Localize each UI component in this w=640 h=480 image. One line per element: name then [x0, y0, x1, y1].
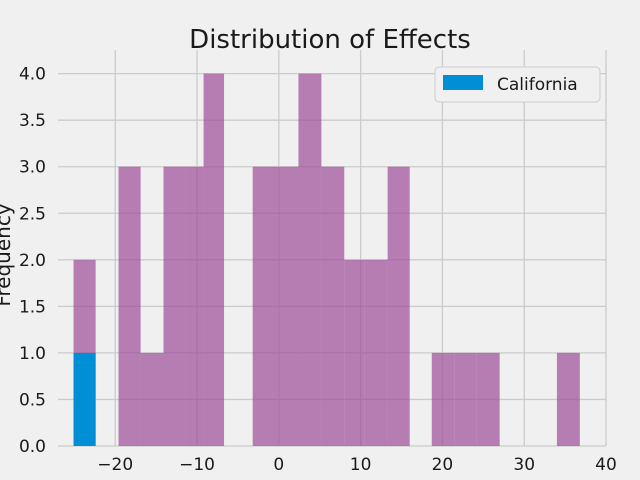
legend: California: [434, 66, 601, 103]
x-tick-label: −10: [179, 455, 215, 475]
histogram-bar: [387, 166, 410, 446]
histogram-bar: [203, 73, 225, 446]
histogram-bar: [278, 166, 299, 446]
histogram-bar: [321, 166, 345, 446]
y-tick-label: 1.0: [19, 344, 46, 364]
histogram-bar: [298, 73, 322, 446]
chart-title: Distribution of Effects: [189, 25, 471, 55]
x-tick-label: 20: [432, 455, 454, 475]
y-tick-label: 2.0: [19, 251, 46, 271]
x-tick-label: 10: [350, 455, 372, 475]
legend-swatch-california: [443, 75, 483, 90]
y-tick-label: 3.0: [19, 158, 46, 178]
histogram-bar: [252, 166, 279, 446]
histogram-bar: [140, 352, 164, 446]
histogram-bar: [431, 352, 455, 446]
x-tick-label: −20: [97, 455, 133, 475]
histogram-bar: [163, 166, 186, 446]
y-axis-label: Frequency: [0, 203, 15, 306]
y-tick-label: 4.0: [19, 65, 46, 85]
histogram-bar: [476, 352, 500, 446]
histogram-bar: [556, 352, 580, 446]
x-tick-label: 0: [273, 455, 284, 475]
histogram-bar: [364, 259, 388, 446]
y-tick-label: 0.5: [19, 390, 46, 410]
histogram-bar: [118, 166, 141, 446]
y-tick-label: 3.5: [19, 111, 46, 131]
tick-labels: 0.0 0.5 1.0 1.5 2.0 2.5 3.0 3.5 4.0 −20 −10 0 10 20 30…: [19, 65, 617, 475]
x-tick-label: 30: [513, 455, 535, 475]
y-tick-label: 0.0: [19, 437, 46, 457]
y-tick-label: 2.5: [19, 204, 46, 224]
legend-label-california: California: [497, 75, 578, 95]
histogram-bar: [344, 259, 365, 446]
histogram-bar-california: [73, 352, 96, 446]
histogram-bar: [454, 352, 477, 446]
bars: [73, 73, 580, 446]
histogram-bar: [185, 166, 204, 446]
y-tick-label: 1.5: [19, 297, 46, 317]
x-tick-label: 40: [595, 455, 617, 475]
